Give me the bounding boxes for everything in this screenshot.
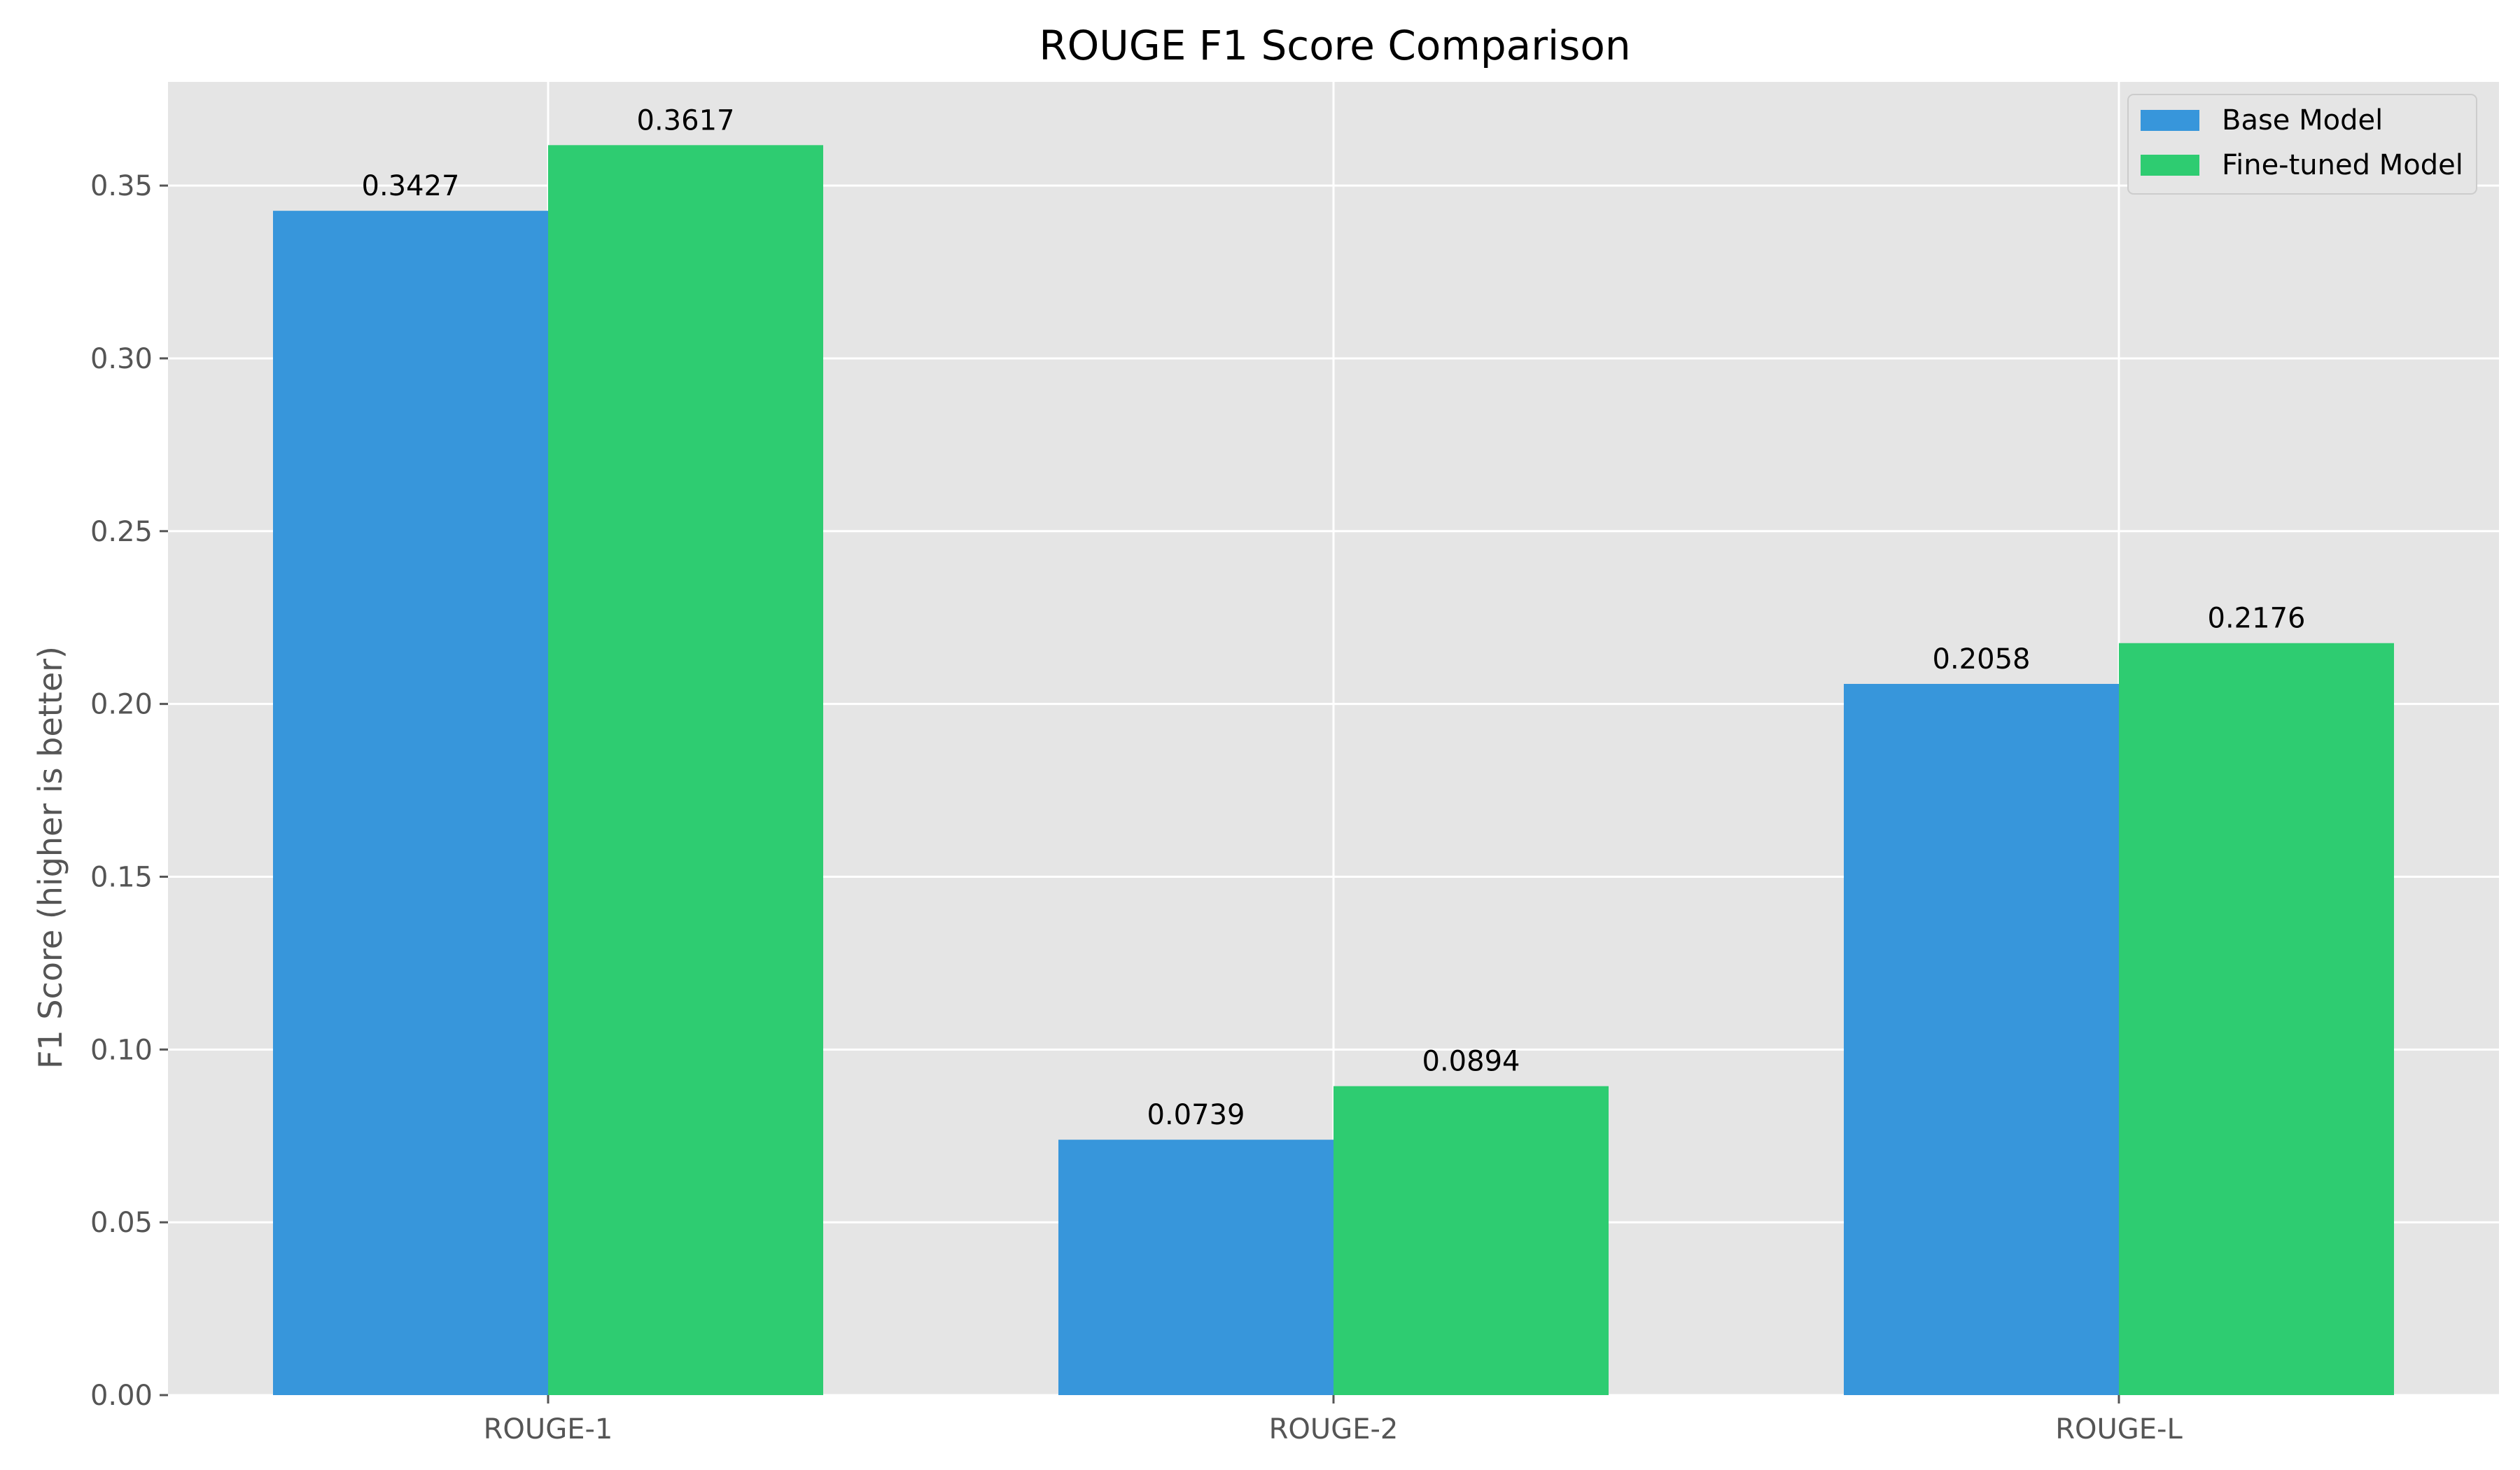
- bar-value-label: 0.3427: [362, 170, 460, 202]
- bar-value-label: 0.0894: [1422, 1046, 1520, 1078]
- x-tick-label: ROUGE-1: [484, 1413, 613, 1446]
- bar-base-model-rouge-2: [1058, 1140, 1334, 1395]
- x-axis-ticks: ROUGE-1 ROUGE-2 ROUGE-L: [484, 1395, 2183, 1446]
- legend: Base Model Fine-tuned Model: [2127, 94, 2477, 195]
- legend-swatch: [2141, 155, 2199, 176]
- y-tick-label: 0.00: [90, 1380, 153, 1412]
- y-tick-label: 0.10: [90, 1034, 153, 1066]
- bar-fine-tuned-model-rouge-2: [1334, 1086, 1609, 1395]
- bar-base-model-rouge-l: [1844, 683, 2119, 1395]
- legend-box: [2127, 94, 2477, 195]
- legend-label: Fine-tuned Model: [2222, 149, 2463, 181]
- y-tick-label: 0.30: [90, 343, 153, 375]
- x-tick-label: ROUGE-L: [2055, 1413, 2183, 1446]
- legend-label: Base Model: [2222, 104, 2383, 136]
- bar-fine-tuned-model-rouge-l: [2119, 643, 2394, 1395]
- y-axis-label: F1 Score (higher is better): [31, 646, 69, 1069]
- bar-value-label: 0.2058: [1933, 643, 2031, 676]
- y-tick-label: 0.35: [90, 170, 153, 202]
- bars: [273, 145, 2394, 1396]
- y-tick-label: 0.20: [90, 689, 153, 721]
- y-axis-ticks: 0.00 0.05 0.10 0.15 0.20 0.25 0.30 0.35: [90, 170, 168, 1412]
- y-tick-label: 0.25: [90, 516, 153, 548]
- chart-title: ROUGE F1 Score Comparison: [1039, 22, 1630, 69]
- x-tick-label: ROUGE-2: [1269, 1413, 1399, 1446]
- legend-swatch: [2141, 110, 2199, 131]
- y-tick-label: 0.15: [90, 861, 153, 893]
- bar-value-label: 0.2176: [2208, 603, 2306, 635]
- y-tick-label: 0.05: [90, 1207, 153, 1239]
- bar-value-labels: 0.3427 0.0739 0.2058 0.3617 0.0894 0.2176: [362, 104, 2306, 1131]
- bar-fine-tuned-model-rouge-1: [548, 145, 823, 1395]
- bar-value-label: 0.0739: [1147, 1099, 1245, 1131]
- bar-value-label: 0.3617: [637, 104, 735, 136]
- bar-base-model-rouge-1: [273, 211, 548, 1396]
